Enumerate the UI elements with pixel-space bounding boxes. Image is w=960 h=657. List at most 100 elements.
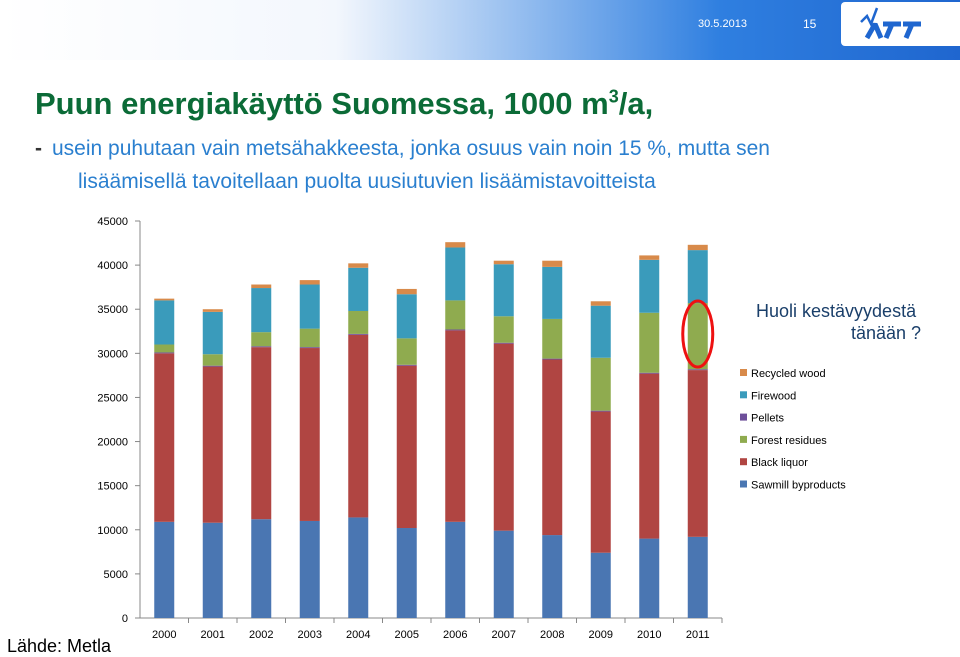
bar-segment	[299, 328, 320, 348]
bar-segment	[590, 411, 611, 553]
page-number: 15	[803, 17, 817, 31]
bar-segment	[445, 242, 466, 248]
bar-segment	[251, 347, 272, 520]
bar-segment	[687, 250, 708, 304]
bar-segment	[687, 303, 708, 370]
y-tick-label: 30000	[97, 348, 128, 360]
x-tick-label: 2010	[637, 629, 661, 641]
bar-segment	[590, 305, 611, 358]
highlight-group	[681, 299, 715, 369]
y-tick-label: 25000	[97, 392, 128, 404]
bar-segment	[299, 280, 320, 285]
bar-segment	[542, 359, 563, 536]
bar-segment	[445, 521, 466, 618]
header-bar: 30.5.2013 15	[0, 0, 960, 60]
y-tick-label: 20000	[97, 437, 128, 449]
x-tick-label: 2003	[298, 629, 322, 641]
x-tick-label: 2002	[249, 629, 273, 641]
bar-segment	[493, 530, 514, 618]
sustainability-note: Huoli kestävyydestä tänään ?	[756, 300, 936, 344]
bar-segment	[396, 528, 417, 618]
bar-segment	[639, 259, 660, 313]
legend-label: Firewood	[751, 390, 796, 402]
legend-swatch	[740, 369, 747, 376]
legend-label: Black liquor	[751, 457, 808, 469]
bar-segment	[639, 538, 660, 618]
bar-segment	[251, 346, 272, 348]
bar-segment	[251, 288, 272, 333]
bar-segment	[202, 522, 223, 618]
bar-segment	[299, 284, 320, 329]
bar-segment	[396, 365, 417, 529]
y-tick-label: 40000	[97, 260, 128, 272]
legend-swatch	[740, 480, 747, 488]
bar-segment	[542, 260, 563, 267]
legend: Recycled wood Firewood Pellets Forest resid…	[740, 368, 846, 492]
legend-swatch	[740, 391, 747, 399]
y-tick-label: 0	[122, 613, 128, 625]
bar-segment	[542, 358, 563, 360]
vtt-logo-graphic	[860, 7, 921, 40]
bar-segment	[396, 338, 417, 365]
subtitle-line-1: - usein puhutaan vain metsähakkeesta, jon…	[35, 137, 770, 161]
bar-segment	[639, 372, 660, 374]
bar-segment	[396, 294, 417, 339]
bar-segment	[445, 247, 466, 301]
bar-segment	[445, 330, 466, 522]
y-tick-label: 5000	[104, 569, 128, 581]
y-tick-label: 45000	[97, 216, 128, 228]
bar-segment	[251, 284, 272, 289]
bar-segment	[445, 300, 466, 330]
bar-segment	[493, 343, 514, 531]
bar-segment	[493, 316, 514, 343]
subtitle-text-1: usein puhutaan vain metsähakkeesta, jonk…	[52, 137, 770, 160]
bar-segment	[202, 365, 223, 367]
bar-segment	[639, 312, 660, 373]
x-tick-label: 2000	[152, 629, 176, 641]
bullet-dash: -	[35, 137, 42, 160]
x-tick-label: 2004	[346, 629, 370, 641]
bar-segment	[299, 347, 320, 349]
highlight-ellipse	[681, 299, 715, 369]
bar-segment	[590, 552, 611, 618]
x-tick-label: 2009	[589, 629, 613, 641]
bar-segment	[251, 519, 272, 618]
legend-swatch	[740, 458, 747, 466]
bar-segment	[493, 260, 514, 265]
title-suffix: /a,	[618, 86, 654, 121]
bar-segment	[154, 298, 175, 301]
bar-segment	[348, 267, 369, 311]
slide-title: Puun energiakäyttö Suomessa, 1000 m3/a,	[35, 86, 653, 122]
bar-segment	[348, 517, 369, 618]
legend-label: Recycled wood	[751, 368, 826, 380]
bar-segment	[639, 255, 660, 260]
bar-segment	[202, 366, 223, 523]
bar-segment	[348, 310, 369, 334]
note-line-2: tänään ?	[851, 323, 922, 343]
title-superscript: 3	[608, 86, 619, 107]
bar-segment	[542, 266, 563, 319]
note-line-1: Huoli kestävyydestä	[756, 301, 917, 321]
x-tick-label: 2011	[686, 629, 710, 641]
bar-segment	[542, 318, 563, 359]
bar-segment	[202, 309, 223, 312]
bar-segment	[154, 521, 175, 618]
bar-segment	[251, 332, 272, 347]
bar-segment	[687, 244, 708, 251]
bar-segment	[154, 353, 175, 522]
subtitle-line-2: lisäämisellä tavoitellaan puolta uusiutu…	[78, 170, 656, 193]
bar-segment	[542, 535, 563, 618]
bar-segment	[493, 264, 514, 317]
x-tick-label: 2005	[395, 629, 419, 641]
source-label: Lähde: Metla	[7, 636, 112, 656]
bar-segment	[493, 342, 514, 344]
bar-segment	[154, 300, 175, 345]
x-tick-label: 2007	[492, 629, 516, 641]
x-tick-label: 2008	[540, 629, 564, 641]
bar-segment	[154, 352, 175, 354]
y-tick-label: 10000	[97, 525, 128, 537]
legend-swatch	[740, 413, 747, 421]
bar-segment	[590, 410, 611, 412]
bar-segment	[590, 357, 611, 411]
